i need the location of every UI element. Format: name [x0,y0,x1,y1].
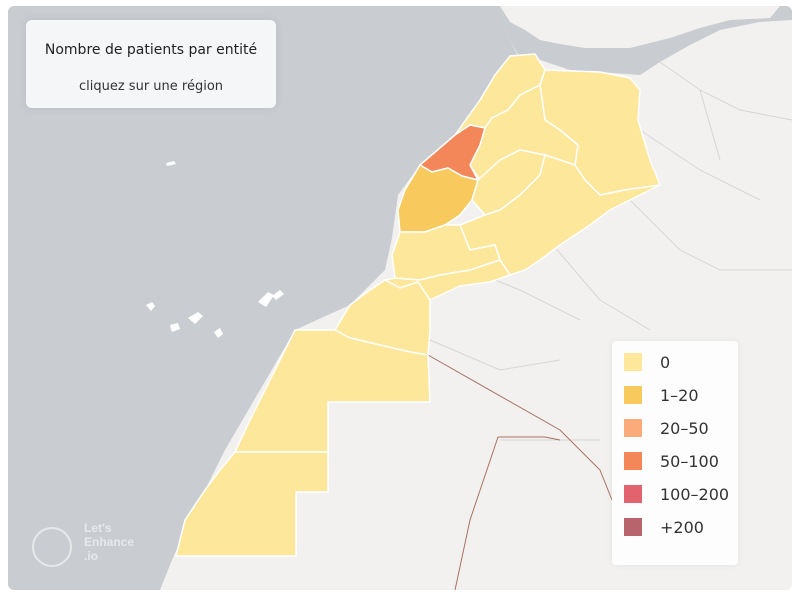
mauritania-border [427,354,613,590]
region-casablanca-settat[interactable] [397,164,479,233]
spain-land [500,6,780,48]
legend-item: 50–100 [624,450,719,472]
region-draa-tafilalet[interactable] [459,154,661,276]
info-title: Nombre de patients par entité [44,42,258,58]
legend-item: +200 [624,516,704,538]
legend-item: 1–20 [624,384,699,406]
watermark-logo: Let's Enhance .io [32,519,182,575]
legend-swatch [624,485,642,503]
legend-label: 20–50 [660,418,709,438]
map-container[interactable]: Nombre de patients par entité cliquez su… [8,6,792,590]
legend-swatch [624,386,642,404]
legend-item: 0 [624,351,670,373]
watermark-text: Let's Enhance .io [84,521,184,563]
legend-swatch [624,452,642,470]
legend-label: 50–100 [660,451,719,471]
watermark-line: .io [84,549,98,563]
region-dakhla[interactable] [175,451,329,557]
legend-label: 100–200 [660,484,730,504]
region-laayoune[interactable] [234,329,431,453]
watermark-circle-icon [32,527,72,567]
legend-item: 20–50 [624,417,709,439]
info-box: Nombre de patients par entité cliquez su… [26,20,276,108]
legend-swatch [624,518,642,536]
morocco-regions[interactable] [175,53,661,557]
watermark-line: Enhance [84,535,135,549]
map-canvas[interactable] [8,6,792,590]
legend-label: 0 [660,352,671,372]
info-subtitle: cliquez sur une région [78,79,224,94]
legend-swatch [624,419,642,437]
legend: 0 1–20 20–50 50–100 100–200 +200 [612,341,738,565]
watermark-line: Let's [84,521,112,535]
legend-item: 100–200 [624,483,729,505]
legend-label: +200 [660,517,704,537]
legend-swatch [624,353,642,371]
canary-islands [146,161,284,338]
legend-label: 1–20 [660,385,699,405]
